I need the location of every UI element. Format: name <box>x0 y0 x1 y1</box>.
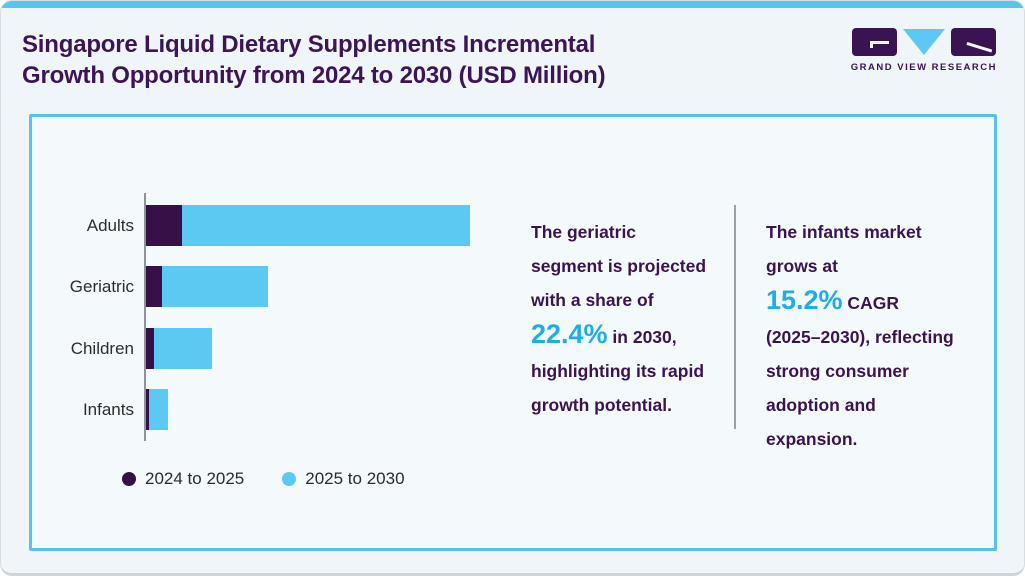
category-label-infants: Infants <box>82 399 134 419</box>
bar-track <box>146 266 268 308</box>
legend-label-2025-2030: 2025 to 2030 <box>305 469 405 488</box>
bar-row-children: Children <box>61 327 470 369</box>
bar-segment-2024-to-2025 <box>146 388 149 430</box>
insight-geriatric-text-before: The geriatric segment is projected with … <box>531 222 707 310</box>
bar-row-geriatric: Geriatric <box>61 266 470 308</box>
bar-row-adults: Adults <box>61 205 470 246</box>
bar-segment-2025-to-2030 <box>161 266 268 308</box>
insight-geriatric: The geriatric segment is projected with … <box>531 215 707 422</box>
legend-swatch-2024-2025 <box>122 472 136 486</box>
insight-geriatric-accent-value: 22.4% <box>531 319 608 349</box>
page-title-line2: Growth Opportunity from 2024 to 2030 (US… <box>22 62 606 89</box>
legend-label-2024-2025: 2024 to 2025 <box>145 469 245 488</box>
bar-segment-2024-to-2025 <box>146 266 162 308</box>
insight-infants: The infants market grows at 15.2% CAGR (… <box>766 215 958 456</box>
bar-segment-2024-to-2025 <box>146 205 182 246</box>
category-label-adults: Adults <box>86 216 134 235</box>
insight-infants-text-before: The infants market grows at <box>766 222 922 276</box>
gvr-logo-shapes <box>851 28 996 56</box>
bar-row-infants: Infants <box>61 388 470 430</box>
bar-segment-2025-to-2030 <box>148 388 168 430</box>
legend-swatch-2025-2030 <box>282 472 297 486</box>
category-label-children: Children <box>70 338 134 358</box>
logo-g-notch <box>869 41 889 44</box>
logo-letter-g-icon <box>851 28 897 56</box>
category-label-geriatric: Geriatric <box>69 277 134 297</box>
bar-segment-2024-to-2025 <box>146 327 155 369</box>
brand-name: GRAND VIEW RESEARCH <box>850 62 997 73</box>
insight-infants-text-after: CAGR (2025–2030), reflecting strong cons… <box>766 293 954 449</box>
logo-g-tick <box>869 41 873 48</box>
bar-segment-2025-to-2030 <box>182 205 470 246</box>
legend-item-2024-2025: 2024 to 2025 <box>122 469 244 489</box>
page-title-line1: Singapore Liquid Dietary Supplements Inc… <box>22 31 596 58</box>
bar-chart: Adults Geriatric Children Infants <box>61 205 470 450</box>
logo-r-slash <box>966 42 993 53</box>
page-title: Singapore Liquid Dietary Supplements Inc… <box>22 29 782 91</box>
insight-geriatric-text-after: in 2030, highlighting its rapid growth p… <box>531 327 705 415</box>
top-accent-strip <box>1 1 1024 8</box>
insight-infants-accent-value: 15.2% <box>766 285 843 315</box>
bar-track <box>146 388 168 430</box>
gvr-logo: GRAND VIEW RESEARCH <box>851 28 997 73</box>
bar-track <box>146 327 213 369</box>
bar-track <box>146 205 470 246</box>
insight-divider <box>734 205 736 429</box>
logo-triangle-icon <box>902 29 945 55</box>
logo-letter-r-icon <box>950 28 996 56</box>
category-axis-line <box>144 193 146 441</box>
bar-segment-2025-to-2030 <box>154 327 213 369</box>
legend-item-2025-2030: 2025 to 2030 <box>282 469 405 489</box>
chart-legend: 2024 to 2025 2025 to 2030 <box>122 469 405 489</box>
